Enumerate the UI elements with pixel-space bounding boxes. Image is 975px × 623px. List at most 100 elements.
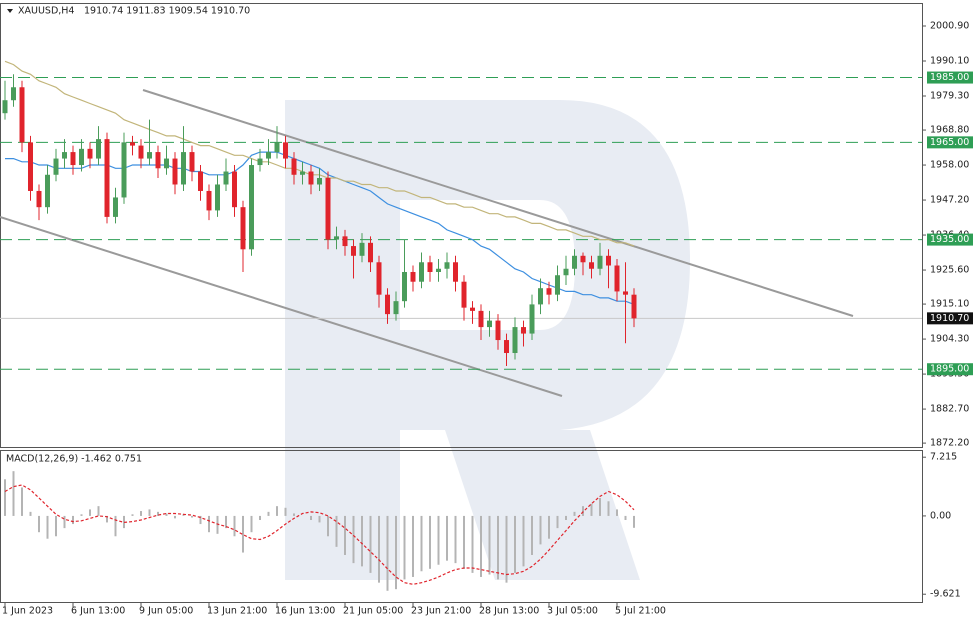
main-panel [0,3,923,448]
level-label-box [927,71,973,84]
y-tick-label: 7.215 [930,452,957,463]
candle-body [317,178,322,185]
dropdown-icon [7,9,13,13]
candle-body [113,197,118,217]
x-tick-label: 28 Jun 13:00 [479,606,539,617]
level-label: 1935.00 [930,234,969,245]
y-tick-label: 1990.10 [930,56,969,67]
candle-body [291,158,297,175]
x-tick-label: 5 Jul 21:00 [615,606,666,617]
candle-body [597,255,603,269]
candle-body [402,271,407,302]
y-tick-label: 2000.90 [930,21,969,32]
candle-body [631,294,637,319]
candle-body [461,281,467,308]
candle-body [478,310,484,328]
candle-body [436,268,441,272]
candle-body [181,152,186,185]
macd-panel [0,450,923,603]
candle-body [198,171,203,191]
candle-body [2,100,8,114]
candle-body [206,190,212,211]
candle-body [232,171,237,208]
candle-body [495,320,501,341]
candle-body [325,178,331,240]
candle-body [11,87,16,101]
candle-body [62,152,67,159]
watermark [285,100,690,580]
x-tick-label: 6 Jun 13:00 [71,606,125,617]
candle-body [266,152,271,159]
candle-body [172,158,178,185]
level-label-box [927,136,973,149]
candle-body [87,148,93,159]
level-label-box [927,363,973,376]
candle-body [189,152,195,172]
y-tick-label: 1947.20 [930,195,969,206]
candle-body [36,190,42,208]
candle-body [546,288,552,295]
candle-body [130,142,135,146]
level-label: 1985.00 [930,72,969,83]
y-tick-label: 1925.60 [930,265,969,276]
candle-body [589,262,594,269]
candle-body [351,246,356,256]
candle-body [223,171,229,185]
last-price-box [927,312,973,325]
candle-body [470,307,475,311]
candle-body [487,320,492,328]
candle-body [444,262,450,269]
candle-body [79,148,84,166]
trend-line [142,89,854,317]
candle-body [606,255,611,266]
candle-body [538,288,543,305]
candle-body [393,301,399,315]
candle-body [164,158,169,169]
macd-title: MACD(12,26,9) -1.462 0.751 [6,454,142,465]
y-tick-label: 1968.80 [930,125,969,136]
candle-body [342,236,348,247]
candle-body [155,152,161,169]
candle-body [274,142,280,153]
candle-body [504,340,509,354]
level-label: 1895.00 [930,364,969,375]
x-tick-label: 21 Jun 05:00 [343,606,403,617]
y-tick-label: 1915.10 [930,299,969,310]
candle-body [529,304,535,334]
candle-body [215,184,220,211]
candle-body [563,268,569,276]
candle-body [138,145,144,159]
x-tick-label: 9 Jun 05:00 [139,606,193,617]
candle-body [19,87,25,143]
x-tick-label: 1 Jun 2023 [2,606,53,617]
candle-body [385,294,390,315]
y-tick-label: -9.621 [930,589,961,600]
x-tick-label: 3 Jul 05:00 [547,606,598,617]
candle-body [283,142,288,159]
symbol: XAUUSD,H4 [18,6,74,17]
candle-body [96,139,101,159]
signal-line [4,484,635,585]
candle-body [410,271,416,282]
candle-body [521,327,526,334]
level-label-box [927,233,973,246]
trend-line [0,216,563,397]
y-tick-label: 1979.30 [930,91,969,102]
y-tick-label: 1882.70 [930,404,969,415]
candle-body [623,291,628,295]
x-tick-label: 16 Jun 13:00 [275,606,335,617]
candle-body [334,236,339,240]
candle-body [308,171,314,185]
candle-body [257,158,263,166]
candle-body [555,275,560,295]
candle-body [121,142,127,198]
last-price-label: 1910.70 [930,313,969,324]
level-label: 1965.00 [930,137,969,148]
candle-body [28,142,33,191]
candle-body [427,262,433,272]
y-tick-label: 0.00 [930,510,951,521]
candle-body [614,265,620,292]
y-tick-label: 1872.20 [930,438,969,449]
candle-body [580,255,586,263]
